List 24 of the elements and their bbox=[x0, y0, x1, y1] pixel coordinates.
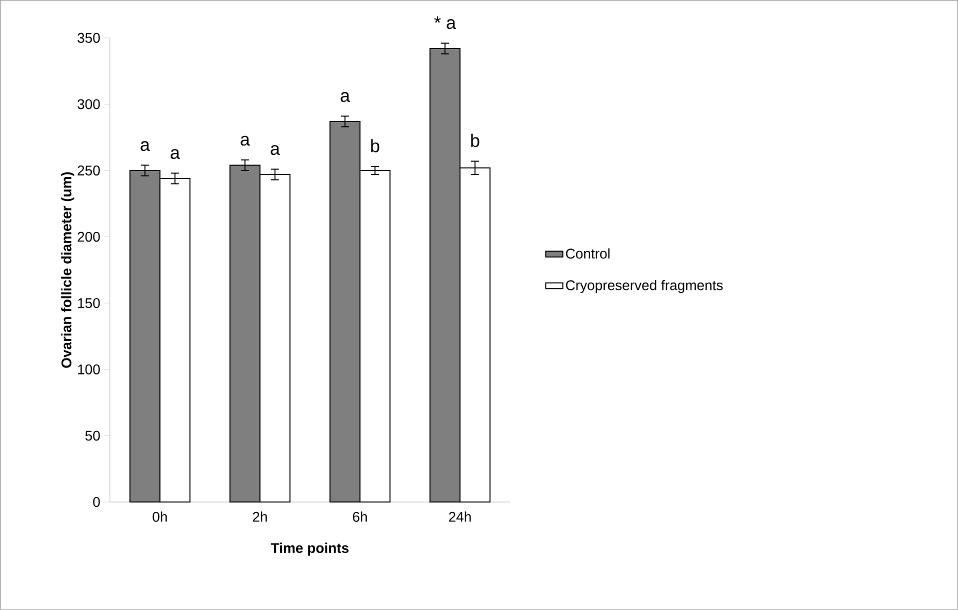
data-label: a bbox=[170, 149, 180, 159]
x-tick-label: 2h bbox=[252, 512, 267, 522]
data-label: a bbox=[340, 92, 350, 102]
y-tick-label: 250 bbox=[78, 166, 100, 176]
y-tick-label: 200 bbox=[78, 232, 100, 242]
legend-label: Cryopreserved fragments bbox=[566, 280, 723, 294]
data-label: a bbox=[270, 145, 280, 155]
y-tick-label: 100 bbox=[78, 364, 100, 374]
data-label: * a bbox=[434, 16, 456, 30]
y-tick-label: 0 bbox=[93, 497, 100, 507]
x-axis-title: Time points bbox=[270, 542, 349, 556]
y-tick-label: 50 bbox=[85, 430, 100, 441]
x-tick-label: 6h bbox=[352, 512, 367, 522]
data-label: a bbox=[240, 136, 250, 146]
y-axis-title: Ovarian follicle diameter (um) bbox=[61, 172, 74, 368]
y-tick-label: 350 bbox=[78, 32, 100, 43]
data-label: a bbox=[140, 141, 150, 152]
x-tick-label: 0h bbox=[152, 512, 167, 522]
y-tick-label: 300 bbox=[78, 99, 100, 110]
data-label: b bbox=[471, 134, 480, 148]
legend-label: Control bbox=[566, 248, 610, 259]
data-label: b bbox=[371, 139, 380, 152]
x-tick-label: 24h bbox=[449, 512, 471, 522]
y-tick-label: 150 bbox=[78, 298, 100, 308]
